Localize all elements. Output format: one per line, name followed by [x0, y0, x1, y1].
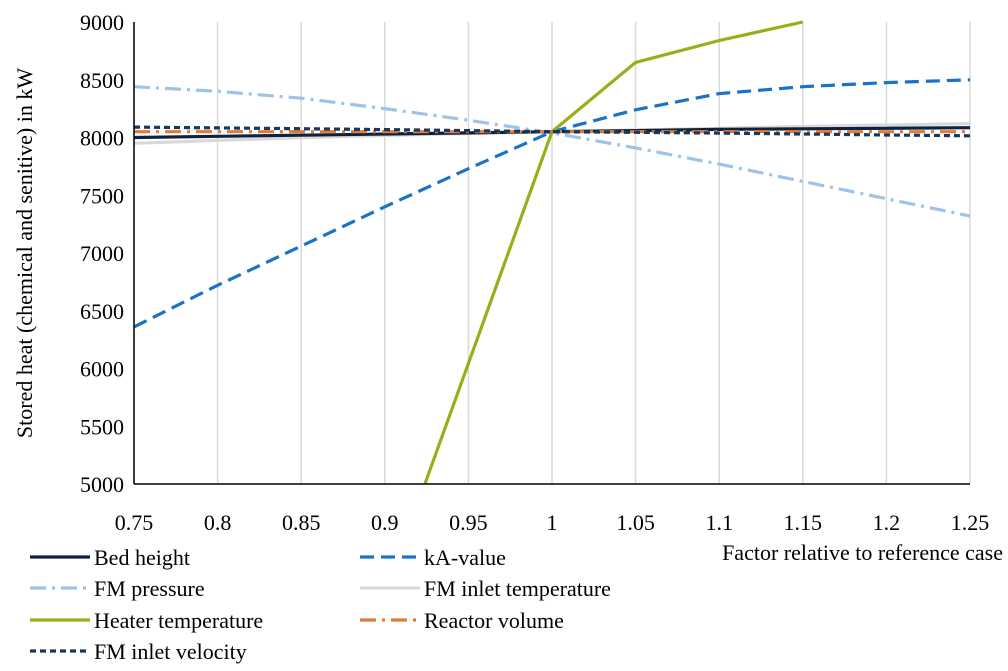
legend-label-2: FM pressure — [94, 576, 205, 601]
legend-label-0: Bed height — [94, 545, 190, 570]
x-tick-label-5: 1 — [547, 510, 558, 535]
y-tick-label-1: 5500 — [80, 414, 124, 439]
x-tick-label-0: 0.75 — [115, 510, 154, 535]
x-tick-label-9: 1.2 — [873, 510, 901, 535]
legend-label-4: Heater temperature — [94, 608, 263, 633]
y-tick-label-5: 7500 — [80, 183, 124, 208]
x-tick-label-4: 0.95 — [449, 510, 488, 535]
x-tick-label-3: 0.9 — [371, 510, 399, 535]
series-line-4 — [423, 20, 804, 485]
legend-label-3: FM inlet temperature — [424, 576, 611, 601]
x-tick-label-8: 1.15 — [784, 510, 823, 535]
legend-label-6: FM inlet velocity — [94, 639, 247, 664]
x-tick-label-1: 0.8 — [204, 510, 232, 535]
x-tick-label-6: 1.05 — [616, 510, 655, 535]
x-tick-label-10: 1.25 — [951, 510, 990, 535]
x-tick-label-2: 0.85 — [282, 510, 321, 535]
series-line-2 — [134, 85, 970, 218]
y-tick-label-8: 9000 — [80, 10, 124, 35]
y-tick-labels: 5000 5500 6000 6500 7000 7500 8000 8500 9000 — [80, 10, 124, 497]
y-tick-label-2: 6000 — [80, 357, 124, 382]
y-tick-label-3: 6500 — [80, 299, 124, 324]
y-axis-title: Stored heat (chemical and senitive) in k… — [12, 68, 37, 438]
series-lines — [134, 20, 970, 485]
x-tick-label-7: 1.1 — [705, 510, 733, 535]
y-tick-label-4: 7000 — [80, 241, 124, 266]
y-tick-label-0: 5000 — [80, 472, 124, 497]
legend: Bed height kA-value FM pressure FM inlet te… — [30, 545, 611, 664]
legend-label-1: kA-value — [424, 545, 506, 570]
x-axis-title: Factor relative to reference case — [722, 540, 1003, 565]
legend-label-5: Reactor volume — [424, 608, 564, 633]
x-tick-labels: 0.75 0.8 0.85 0.9 0.95 1 1.05 1.1 1.15 1.2 1.25 — [115, 510, 990, 535]
y-tick-label-6: 8000 — [80, 126, 124, 151]
axes — [133, 22, 970, 485]
series-line-1 — [134, 78, 970, 329]
y-tick-label-7: 8500 — [80, 68, 124, 93]
